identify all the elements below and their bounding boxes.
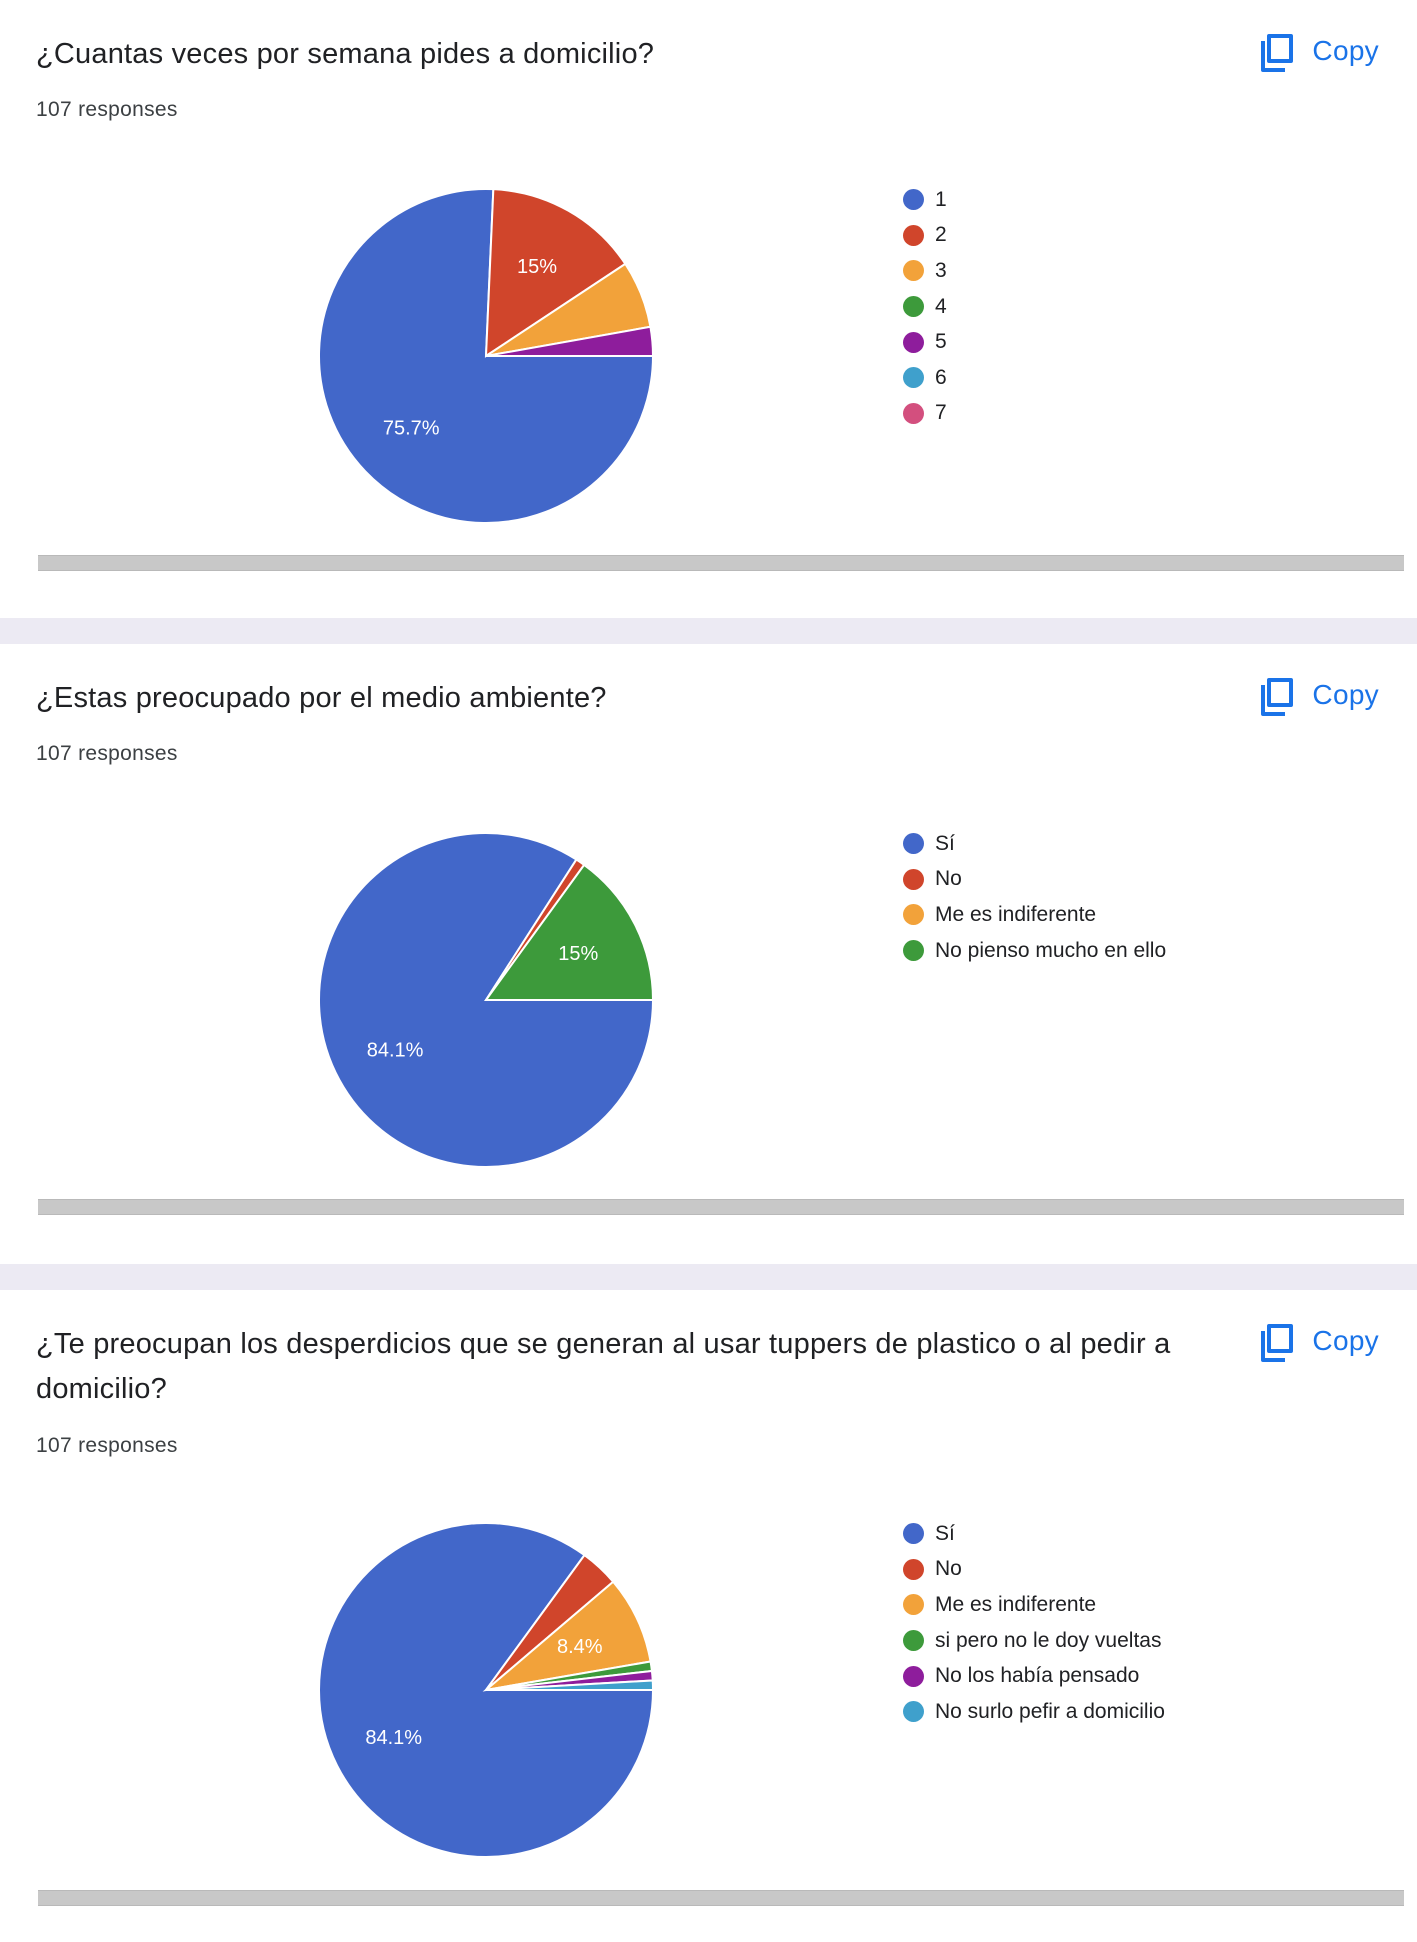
legend-label: No surlo pefir a domicilio [935, 1699, 1165, 1723]
legend-item[interactable]: No [903, 862, 1166, 898]
question-card: ¿Estas preocupado por el medio ambiente?… [0, 644, 1417, 1264]
question-card: ¿Te preocupan los desperdicios que se ge… [0, 1290, 1417, 1942]
copy-icon [1261, 34, 1294, 72]
legend-swatch [903, 1558, 924, 1580]
legend-item[interactable]: 7 [903, 396, 947, 432]
legend-item[interactable]: Sí [903, 826, 1166, 862]
legend-label: 6 [935, 365, 947, 389]
legend-item[interactable]: 3 [903, 253, 947, 289]
legend-item[interactable]: No surlo pefir a domicilio [903, 1694, 1165, 1730]
pie-slice-no-surlo-pefir-a-domicilio[interactable] [485, 1679, 655, 1691]
legend-swatch [903, 1594, 924, 1616]
pie-chart: 75.7% 15% [316, 186, 656, 526]
copy-label: Copy [1312, 1325, 1379, 1356]
legend-item[interactable]: Sí [903, 1516, 1165, 1552]
legend-item[interactable]: No los había pensado [903, 1658, 1165, 1694]
pie-slice-5[interactable] [485, 325, 655, 357]
pie-chart: 84.1% 8.4% [316, 1520, 656, 1860]
legend-swatch [903, 367, 924, 389]
legend-swatch [903, 224, 924, 246]
legend-label: Sí [935, 1521, 955, 1545]
slice-data-label: 15% [558, 943, 598, 965]
legend-label: 7 [935, 401, 947, 425]
chart-legend: Sí No Me es indiferente No pienso mucho en … [903, 826, 1166, 968]
legend-swatch [903, 260, 924, 282]
copy-label: Copy [1312, 35, 1379, 66]
legend-swatch [903, 940, 924, 962]
copy-button[interactable]: Copy [1258, 1320, 1379, 1362]
legend-label: No los había pensado [935, 1664, 1140, 1688]
legend-swatch [903, 1630, 924, 1652]
legend-label: 5 [935, 330, 947, 354]
legend-swatch [903, 331, 924, 353]
copy-icon [1261, 1324, 1294, 1362]
legend-item[interactable]: 1 [903, 182, 947, 218]
slice-data-label: 84.1% [367, 1040, 424, 1062]
slice-data-label: 15% [517, 256, 557, 278]
legend-label: Sí [935, 831, 955, 855]
horizontal-scrollbar[interactable] [38, 1199, 1404, 1215]
question-title: ¿Estas preocupado por el medio ambiente? [36, 682, 607, 714]
legend-label: No [935, 1557, 962, 1581]
legend-label: No [935, 867, 962, 891]
question-title: ¿Te preocupan los desperdicios que se ge… [36, 1328, 1171, 1405]
legend-label: si pero no le doy vueltas [935, 1628, 1162, 1652]
pie-slice-1[interactable] [318, 188, 655, 524]
legend-item[interactable]: 2 [903, 218, 947, 254]
legend-label: No pienso mucho en ello [935, 938, 1167, 962]
legend-swatch [903, 833, 924, 855]
pie-chart: 84.1% 15% [316, 830, 656, 1170]
response-count: 107 responses [36, 98, 178, 121]
horizontal-scrollbar[interactable] [38, 555, 1404, 571]
pie-slice-2[interactable] [484, 188, 627, 358]
legend-item[interactable]: 6 [903, 360, 947, 396]
legend-swatch [903, 402, 924, 424]
slice-data-label: 84.1% [365, 1727, 422, 1749]
legend-swatch [903, 296, 924, 318]
pie-slice-no-pienso-mucho-en-ello[interactable] [484, 863, 655, 1001]
legend-label: 4 [935, 294, 947, 318]
copy-icon [1261, 678, 1294, 716]
legend-swatch [903, 1665, 924, 1687]
legend-label: 2 [935, 223, 947, 247]
legend-label: Me es indiferente [935, 902, 1097, 926]
legend-item[interactable]: No [903, 1552, 1165, 1588]
chart-legend: Sí No Me es indiferente si pero no le doy v… [903, 1516, 1165, 1730]
legend-item[interactable]: Me es indiferente [903, 897, 1166, 933]
legend-swatch [903, 189, 924, 211]
legend-item[interactable]: Me es indiferente [903, 1587, 1165, 1623]
slice-data-label: 8.4% [557, 1636, 603, 1658]
question-card: ¿Cuantas veces por semana pides a domici… [0, 0, 1417, 618]
question-title: ¿Cuantas veces por semana pides a domici… [36, 38, 655, 70]
legend-label: 3 [935, 258, 947, 282]
slice-data-label: 75.7% [383, 418, 440, 440]
pie-slice-me-es-indiferente[interactable] [482, 1580, 652, 1692]
legend-item[interactable]: 4 [903, 289, 947, 325]
response-count: 107 responses [36, 1434, 178, 1457]
chart-legend: 1 2 3 4 5 6 7 [903, 182, 947, 431]
legend-swatch [903, 1701, 924, 1723]
legend-item[interactable]: No pienso mucho en ello [903, 933, 1166, 969]
legend-swatch [903, 1523, 924, 1545]
copy-label: Copy [1312, 679, 1379, 710]
copy-button[interactable]: Copy [1258, 674, 1379, 716]
legend-item[interactable]: si pero no le doy vueltas [903, 1623, 1165, 1659]
copy-button[interactable]: Copy [1258, 30, 1379, 72]
response-count: 107 responses [36, 742, 178, 765]
legend-swatch [903, 904, 924, 926]
legend-label: 1 [935, 187, 947, 211]
legend-swatch [903, 868, 924, 890]
legend-item[interactable]: 5 [903, 324, 947, 360]
horizontal-scrollbar[interactable] [38, 1890, 1404, 1906]
legend-label: Me es indiferente [935, 1592, 1097, 1616]
